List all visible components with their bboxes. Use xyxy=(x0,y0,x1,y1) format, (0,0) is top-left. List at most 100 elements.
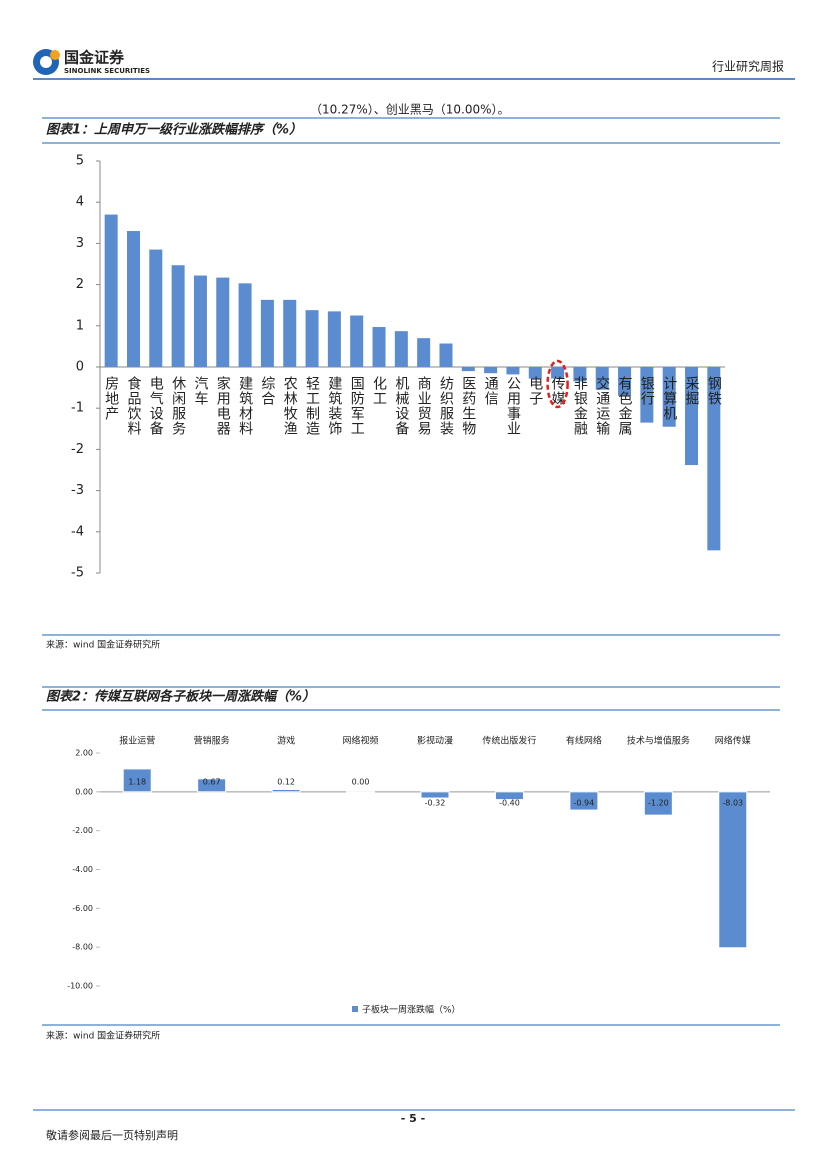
x-tick-label: 有线网络 xyxy=(566,735,602,747)
x-tick-label: 建筑材料 xyxy=(237,376,253,436)
bar xyxy=(573,367,587,382)
x-tick-label: 家用电器 xyxy=(215,375,231,436)
bar xyxy=(104,214,118,367)
bar xyxy=(197,778,227,793)
x-tick-label: 非银金融 xyxy=(572,376,588,436)
bar xyxy=(718,791,748,949)
x-tick-label: 汽车 xyxy=(192,376,208,406)
bar xyxy=(122,768,152,793)
chart-title: 图表1：上周申万一级行业涨跌幅排序（%） xyxy=(46,122,302,138)
source: 来源：wind 国金证券研究所 xyxy=(46,639,160,651)
bar xyxy=(271,789,301,793)
bar xyxy=(439,343,453,367)
y-tick-label: -10.00 xyxy=(67,982,93,991)
bar xyxy=(618,367,632,396)
y-tick-label: 5 xyxy=(76,154,84,169)
y-tick-label: -4.00 xyxy=(72,865,93,874)
x-tick-label: 银行 xyxy=(639,376,655,406)
bar xyxy=(461,367,475,372)
logo-en: SINOLINK SECURITIES xyxy=(64,67,150,75)
x-tick-label: 轻工制造 xyxy=(304,376,320,436)
x-tick-label: 商业贸易 xyxy=(416,376,432,436)
bar xyxy=(484,367,498,374)
page-number: - 5 - xyxy=(401,1112,425,1125)
bar xyxy=(305,310,319,367)
y-tick-label: -5 xyxy=(71,566,84,581)
bar xyxy=(662,367,676,427)
bar xyxy=(372,327,386,367)
bar xyxy=(707,367,721,551)
x-tick-label: 技术与增值服务 xyxy=(627,735,690,747)
bar xyxy=(528,367,542,379)
bar xyxy=(643,791,673,816)
x-tick-label: 交通运输 xyxy=(594,375,610,436)
x-tick-label: 医药生物 xyxy=(460,376,476,436)
value-label: 0.12 xyxy=(277,777,295,786)
x-tick-label: 传统出版发行 xyxy=(482,735,536,747)
bar xyxy=(327,311,341,367)
x-tick-label: 电气设备 xyxy=(148,376,164,436)
bar xyxy=(216,277,230,367)
x-tick-label: 公用事业 xyxy=(505,376,521,436)
highlight xyxy=(546,359,569,409)
x-tick-label: 休闲服务 xyxy=(170,376,186,436)
y-tick-label: 1 xyxy=(76,318,84,333)
y-tick-label: 2 xyxy=(76,277,84,292)
y-tick-label: 0 xyxy=(76,360,84,375)
y-tick-label: -8.00 xyxy=(72,943,93,952)
x-tick-label: 食品饮料 xyxy=(125,375,141,436)
value-label: -1.20 xyxy=(648,798,669,807)
x-tick-label: 采掘 xyxy=(684,376,700,406)
source: 来源：wind 国金证券研究所 xyxy=(46,1030,160,1042)
bar xyxy=(394,331,408,367)
value-label: 0.67 xyxy=(203,777,221,786)
x-tick-label: 有色金属 xyxy=(617,376,633,436)
y-tick-label: 4 xyxy=(76,195,84,210)
x-tick-label: 综合 xyxy=(259,376,275,406)
value-label: -0.94 xyxy=(574,798,595,807)
bar xyxy=(494,791,524,801)
bar xyxy=(171,265,185,367)
bar xyxy=(193,275,207,367)
y-tick-label: -2.00 xyxy=(72,826,93,835)
x-tick-label: 机械设备 xyxy=(393,376,409,436)
bar xyxy=(640,367,654,423)
bar xyxy=(260,299,274,367)
x-tick-label: 农林牧渔 xyxy=(282,376,298,436)
disclaimer: 敬请参阅最后一页特别声明 xyxy=(46,1128,178,1142)
bar xyxy=(506,367,520,375)
bar xyxy=(417,338,431,367)
x-tick-label: 化工 xyxy=(371,376,387,406)
y-tick-label: 3 xyxy=(76,236,84,251)
x-tick-label: 纺织服装 xyxy=(438,376,454,436)
x-tick-label: 计算机 xyxy=(661,376,677,421)
bar xyxy=(238,283,252,367)
value-label: -0.40 xyxy=(499,798,520,807)
value-label: -0.32 xyxy=(425,798,446,807)
y-tick-label: -1 xyxy=(71,401,84,416)
x-tick-label: 影视动漫 xyxy=(417,735,453,747)
bar xyxy=(685,367,699,466)
y-tick-label: -6.00 xyxy=(72,904,93,913)
x-tick-label: 营销服务 xyxy=(194,735,230,747)
y-tick-label: -3 xyxy=(71,483,84,498)
x-tick-label: 国防军工 xyxy=(349,376,365,436)
x-tick-label: 房地产 xyxy=(103,376,119,421)
bar xyxy=(420,791,450,799)
value-label: 0.00 xyxy=(352,777,370,786)
legend-label: 子板块一周涨跌幅（%） xyxy=(362,1004,461,1016)
x-tick-label: 钢铁 xyxy=(706,376,722,406)
x-tick-label: 报业运营 xyxy=(119,735,155,747)
intro-line: （10.27%）、创业黑马（10.00%）。 xyxy=(310,103,510,117)
y-tick-label: 2.00 xyxy=(75,749,93,758)
report-type: 行业研究周报 xyxy=(712,59,784,74)
y-tick-label: 0.00 xyxy=(75,787,93,796)
bar xyxy=(595,367,609,390)
logo-mark xyxy=(40,56,52,68)
x-tick-label: 网络视频 xyxy=(343,735,379,747)
x-tick-label: 通信 xyxy=(483,376,499,406)
x-tick-label: 网络传媒 xyxy=(715,735,751,747)
y-tick-label: -4 xyxy=(71,524,84,539)
bar xyxy=(126,231,140,367)
